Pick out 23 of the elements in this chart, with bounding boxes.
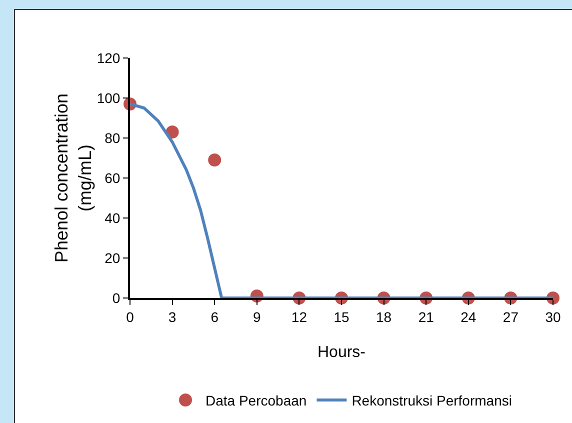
legend-label: Rekonstruksi Performansi xyxy=(352,392,512,408)
x-tick-label: 15 xyxy=(334,308,350,325)
legend-label: Data Percobaan xyxy=(206,392,307,408)
x-tick-label: 27 xyxy=(502,308,519,325)
x-tick-label: 18 xyxy=(376,308,392,325)
y-tick-label: 60 xyxy=(104,170,120,186)
x-tick-label: 6 xyxy=(210,308,219,325)
y-tick-label: 120 xyxy=(96,50,120,66)
x-tick-label: 9 xyxy=(253,308,261,325)
point xyxy=(208,154,222,166)
x-tick-label: 0 xyxy=(126,308,134,325)
y-tick-label: 100 xyxy=(96,90,120,106)
y-tick-label: 40 xyxy=(104,210,120,226)
x-tick-label: 30 xyxy=(545,308,561,325)
x-tick-label: 21 xyxy=(418,308,434,325)
x-axis-title: Hours- xyxy=(317,344,366,361)
x-tick-label: 3 xyxy=(168,308,176,325)
y-tick-label: 80 xyxy=(104,130,120,146)
x-tick-label: 24 xyxy=(460,308,476,325)
x-tick-label: 12 xyxy=(291,308,308,325)
y-tick-label: 0 xyxy=(112,290,120,306)
y-axis-title: Phenol concentration (mg/mL) xyxy=(51,93,95,263)
y-tick-label: 20 xyxy=(104,250,120,266)
